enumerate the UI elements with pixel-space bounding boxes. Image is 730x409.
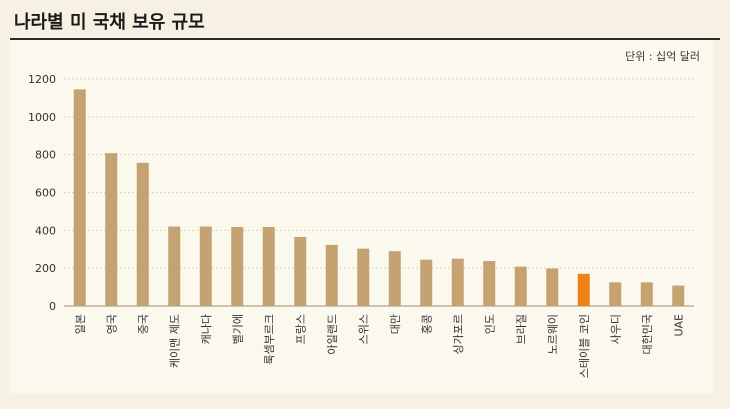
bar — [168, 226, 181, 306]
x-tick-label: 대한민국 — [641, 314, 654, 354]
x-tick-label: 프랑스 — [294, 314, 307, 344]
x-tick-label: 일본 — [73, 314, 87, 334]
bar — [357, 248, 370, 306]
bar — [136, 162, 149, 306]
bar — [451, 258, 464, 306]
bar — [262, 226, 275, 306]
x-tick-label: 영국 — [105, 314, 118, 334]
bar — [420, 259, 433, 306]
bar — [199, 226, 212, 306]
x-tick-label: 캐나다 — [200, 314, 213, 344]
title-divider — [10, 38, 720, 40]
unit-label: 단위 : 십억 달러 — [625, 50, 700, 63]
bar — [546, 268, 559, 306]
bar — [483, 260, 496, 306]
x-tick-label: 벨기에 — [231, 314, 244, 344]
bar — [672, 285, 685, 306]
x-tick-label: 브라질 — [515, 314, 528, 344]
bar — [577, 273, 590, 306]
x-tick-label: 노르웨이 — [546, 314, 559, 354]
y-tick-label: 200 — [35, 262, 56, 275]
y-tick-label: 800 — [35, 149, 56, 162]
x-tick-label: 대만 — [389, 314, 402, 334]
x-tick-label: 인도 — [483, 314, 496, 334]
x-tick-label: 싱가포르 — [452, 314, 465, 354]
bar — [325, 244, 338, 306]
x-tick-label: 케이맨 제도 — [168, 314, 181, 368]
bar — [609, 282, 622, 306]
x-tick-label: 홍콩 — [419, 314, 433, 334]
x-tick-label: 아일랜드 — [325, 314, 339, 354]
bar — [105, 153, 118, 306]
y-tick-label: 400 — [35, 224, 56, 237]
x-tick-label: UAE — [672, 314, 685, 337]
x-tick-label: 중국 — [137, 314, 150, 334]
bar — [640, 282, 653, 306]
bar — [294, 236, 307, 306]
x-tick-label: 스테이블 코인 — [578, 314, 591, 378]
x-tick-label: 스위스 — [357, 314, 370, 344]
bar — [388, 251, 401, 306]
chart-panel — [10, 40, 713, 393]
bar — [514, 266, 527, 306]
x-tick-label: 사우디 — [609, 314, 622, 344]
bar — [231, 226, 244, 306]
y-tick-label: 1200 — [28, 73, 56, 86]
y-tick-label: 0 — [49, 300, 56, 313]
y-tick-label: 600 — [35, 187, 56, 200]
chart-title: 나라별 미 국채 보유 규모 — [14, 12, 205, 33]
bar — [73, 89, 86, 306]
y-tick-label: 1000 — [28, 111, 56, 124]
x-tick-label: 룩셈부르크 — [263, 314, 276, 365]
